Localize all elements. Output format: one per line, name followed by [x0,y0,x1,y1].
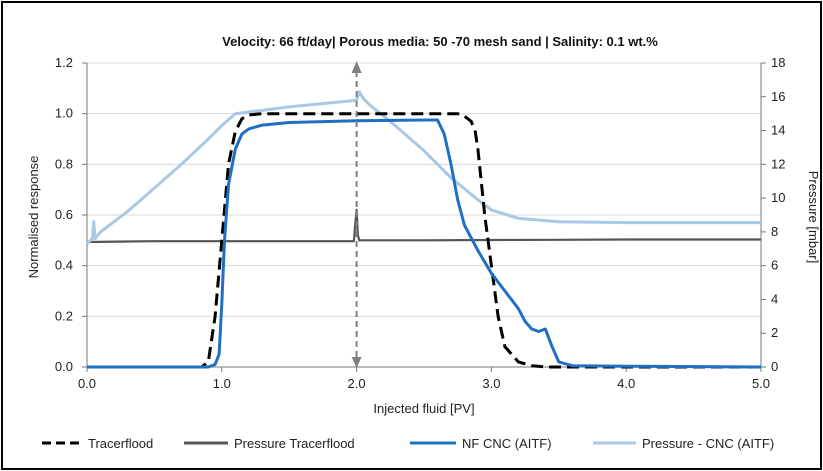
y-right-tick-label-7: 14 [771,123,785,138]
x-tick-label-4: 4.0 [617,376,635,391]
y-left-tick-label-4: 0.8 [55,156,73,171]
series-line-0 [87,112,761,369]
vertical-marker [351,61,362,368]
y-left-tick-label-3: 0.6 [55,207,73,222]
y-left-tick-label-2: 0.4 [55,258,73,273]
series-line-1 [86,208,761,244]
y-left-tick-label-1: 0.2 [55,308,73,323]
x-tick-label-3: 3.0 [482,376,500,391]
tick-labels: 0.0 1.0 2.0 3.0 4.0 5.0 0.0 0.2 0.4 0.6 0.8 1.0 1.2 0… [55,55,786,391]
y-right-tick-label-3: 6 [771,258,778,273]
y-axis-left-title: Normalised response [26,156,41,279]
chart-title: Velocity: 66 ft/day| Porous media: 50 -7… [222,34,658,49]
series-group [85,90,762,369]
legend-label-2: NF CNC (AITF) [462,436,552,451]
x-tick-label-2: 2.0 [348,376,366,391]
y-right-tick-label-0: 0 [771,359,778,374]
y-right-tick-label-6: 12 [771,156,785,171]
x-axis-title: Injected fluid [PV] [373,401,474,416]
y-right-tick-label-1: 2 [771,325,778,340]
series-line-2 [87,118,762,369]
y-right-tick-label-5: 10 [771,190,785,205]
y-left-tick-label-0: 0.0 [55,359,73,374]
y-left-tick-label-6: 1.2 [55,55,73,70]
y-right-tick-label-4: 8 [771,224,778,239]
y-right-tick-label-9: 18 [771,55,785,70]
y-left-tick-label-5: 1.0 [55,106,73,121]
x-tick-label-1: 1.0 [213,376,231,391]
y-right-tick-label-2: 4 [771,291,778,306]
x-tick-label-5: 5.0 [752,376,770,391]
marker-arrow-up [351,61,362,73]
x-tick-label-0: 0.0 [78,376,96,391]
legend: Tracerflood Pressure Tracerflood NF CNC (A… [42,436,774,451]
series-line-3 [85,90,761,245]
gridlines [87,62,761,317]
y-axis-right-title: Pressure [mbar] [806,171,821,263]
legend-label-0: Tracerflood [88,436,153,451]
legend-label-3: Pressure - CNC (AITF) [642,436,774,451]
legend-label-1: Pressure Tracerflood [234,436,355,451]
marker-arrow-down [351,357,362,368]
y-right-tick-label-8: 16 [771,89,785,104]
